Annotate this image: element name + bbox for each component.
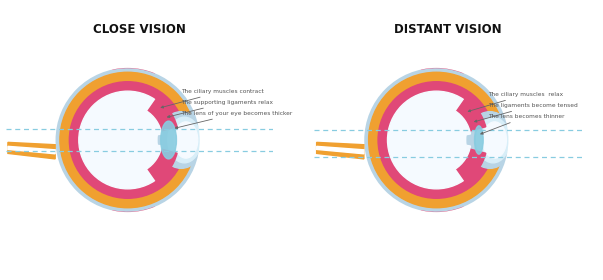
Text: The ciliary muscles  relax: The ciliary muscles relax: [469, 92, 563, 112]
Circle shape: [388, 91, 485, 189]
Text: The ligaments become tensed: The ligaments become tensed: [475, 103, 578, 122]
Circle shape: [368, 72, 504, 208]
Polygon shape: [8, 146, 55, 154]
Wedge shape: [419, 207, 467, 223]
Circle shape: [49, 61, 206, 219]
Ellipse shape: [168, 117, 201, 163]
Polygon shape: [317, 142, 364, 159]
Ellipse shape: [476, 117, 510, 163]
Wedge shape: [147, 149, 177, 182]
Ellipse shape: [467, 112, 513, 168]
Circle shape: [378, 82, 494, 198]
Wedge shape: [419, 57, 467, 73]
Polygon shape: [8, 142, 55, 159]
Text: The lens of your eye becomes thicker: The lens of your eye becomes thicker: [175, 111, 292, 129]
Wedge shape: [128, 111, 162, 140]
Wedge shape: [110, 207, 159, 223]
Ellipse shape: [483, 122, 507, 158]
Ellipse shape: [161, 121, 177, 159]
Circle shape: [60, 72, 195, 208]
Wedge shape: [147, 98, 177, 131]
Wedge shape: [128, 140, 162, 169]
Wedge shape: [437, 140, 470, 169]
Wedge shape: [456, 98, 486, 131]
Text: The ciliary muscles contract: The ciliary muscles contract: [161, 89, 264, 108]
Text: The supporting ligaments relax: The supporting ligaments relax: [168, 100, 273, 118]
Circle shape: [69, 82, 186, 198]
Ellipse shape: [159, 112, 204, 168]
Title: DISTANT VISION: DISTANT VISION: [394, 23, 502, 36]
Ellipse shape: [475, 126, 483, 154]
Wedge shape: [456, 149, 486, 182]
Polygon shape: [317, 146, 364, 154]
Circle shape: [358, 61, 515, 219]
Text: The lens becomes thinner: The lens becomes thinner: [481, 114, 565, 134]
Title: CLOSE VISION: CLOSE VISION: [93, 23, 186, 36]
Wedge shape: [437, 111, 470, 140]
Circle shape: [79, 91, 177, 189]
Ellipse shape: [174, 122, 198, 158]
Wedge shape: [110, 57, 159, 73]
